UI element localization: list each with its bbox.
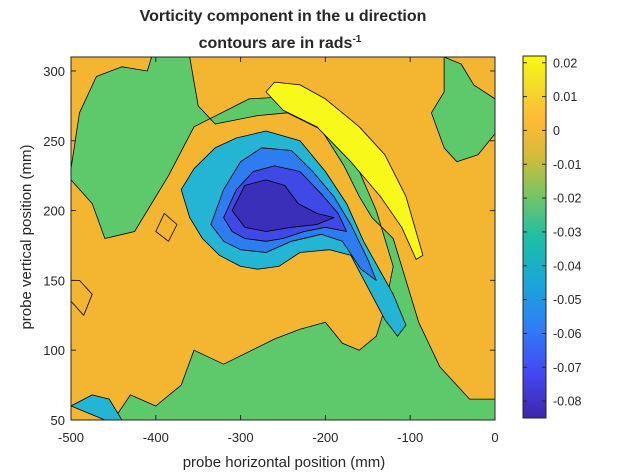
colorbar-tick-label: -0.06 (553, 327, 582, 341)
x-axis-label: probe horizontal position (mm) (183, 454, 386, 471)
colorbar-tick-label: -0.03 (553, 225, 582, 239)
contour-region-6 (231, 179, 335, 232)
x-tick-label: -200 (312, 430, 338, 445)
colorbar: 0.02 0.01 0 -0.01 -0.02 -0.03 -0.04 -0.05 -0.06 -… (522, 55, 582, 419)
colorbar-tick-label: -0.05 (553, 293, 582, 307)
x-tick-label: -100 (397, 430, 423, 445)
contour-region-8 (71, 279, 93, 316)
plot-border (70, 56, 496, 421)
contour-region-2 (430, 57, 495, 163)
colorbar-tick-label: 0.02 (553, 56, 577, 70)
colorbar-tick-label: -0.01 (553, 158, 582, 172)
x-tick-label: -500 (58, 430, 84, 445)
y-tick-label: 100 (43, 343, 65, 358)
x-axis: -500 -400 -300 -200 -100 0 (58, 57, 499, 445)
y-tick-label: 250 (43, 134, 65, 149)
plot-frame (70, 56, 496, 421)
colorbar-tick-label: 0.01 (553, 90, 577, 104)
chart-title-line2: contours are in rads-1 (199, 34, 362, 52)
colorbar-gradient (522, 55, 547, 419)
plot-area (71, 57, 495, 420)
x-tick-label: -300 (228, 430, 254, 445)
y-tick-label: 300 (43, 64, 65, 79)
y-tick-label: 50 (51, 413, 65, 428)
x-tick-label: -400 (143, 430, 169, 445)
x-tick-label: 0 (491, 430, 498, 445)
chart-title-line1: Vorticity component in the u direction (140, 8, 427, 25)
colorbar-tick-label: -0.08 (553, 395, 582, 409)
contour-region-10 (71, 394, 123, 420)
colorbar-tick-label: -0.02 (553, 192, 582, 206)
y-axis: 50 100 150 200 250 300 (43, 64, 495, 428)
contour-region-9 (155, 212, 178, 242)
y-tick-label: 200 (43, 204, 65, 219)
y-tick-label: 150 (43, 273, 65, 288)
contour-region-7 (265, 81, 424, 260)
colorbar-tick-label: 0 (553, 124, 560, 138)
colorbar-tick-label: -0.07 (553, 361, 582, 375)
colorbar-tick-label: -0.04 (553, 259, 582, 273)
y-axis-label: probe vertical position (mm) (18, 144, 35, 329)
